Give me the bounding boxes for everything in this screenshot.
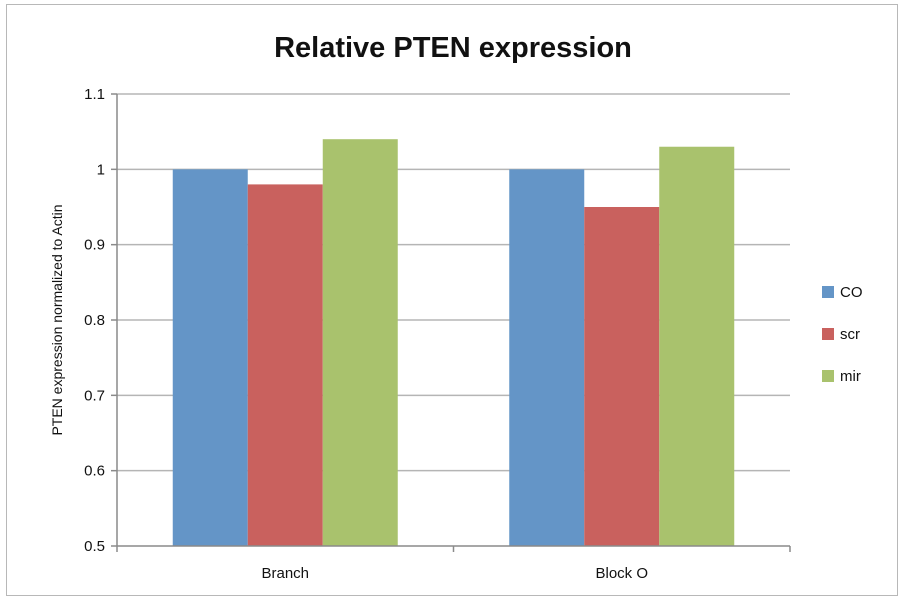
bar-co-branch	[172, 169, 248, 547]
legend-label-mir: mir	[840, 368, 861, 385]
y-tick-label: 1.1	[84, 86, 105, 103]
legend-swatch-co	[822, 286, 834, 298]
bar-scr-block-o	[584, 207, 660, 546]
legend-swatch-scr	[822, 328, 834, 340]
y-tick-label: 0.6	[84, 463, 105, 480]
legend-label-scr: scr	[840, 326, 860, 343]
legend-swatch-mir	[822, 370, 834, 382]
chart-title: Relative PTEN expression	[274, 32, 632, 64]
bar-scr-branch	[247, 184, 323, 546]
legend-label-co: CO	[840, 284, 863, 301]
bar-co-block-o	[509, 169, 585, 547]
y-tick-label: 0.5	[84, 538, 105, 555]
y-tick-label: 0.8	[84, 312, 105, 329]
bar-mir-branch	[322, 139, 398, 546]
x-tick-label: Block O	[595, 565, 648, 582]
x-tick-label: Branch	[261, 565, 309, 582]
y-tick-label: 1	[97, 161, 105, 178]
bar-mir-block-o	[659, 146, 735, 546]
y-tick-label: 0.7	[84, 387, 105, 404]
y-tick-label: 0.9	[84, 237, 105, 254]
chart-frame	[6, 4, 898, 596]
y-axis-label: PTEN expression normalized to Actin	[49, 204, 65, 435]
